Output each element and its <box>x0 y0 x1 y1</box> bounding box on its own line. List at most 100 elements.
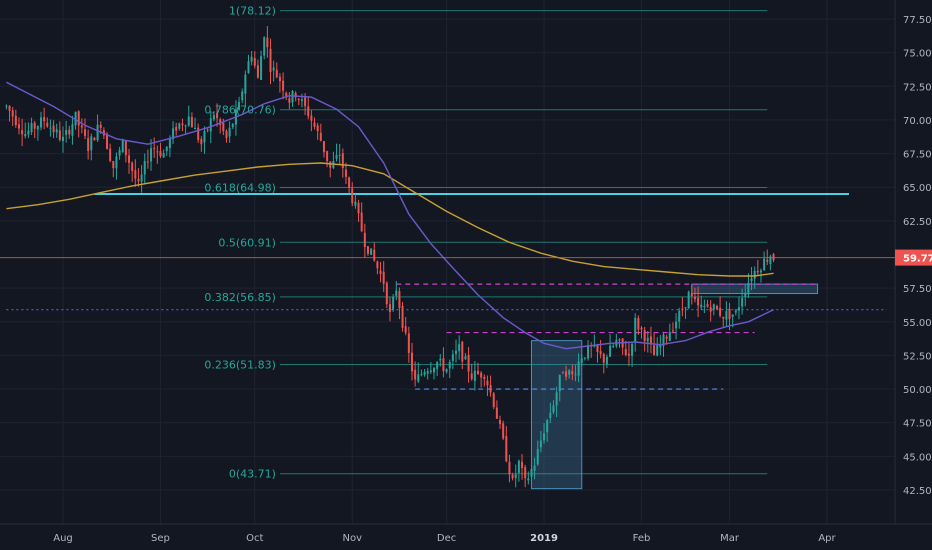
candle-body <box>486 380 489 386</box>
time-tick-label: Aug <box>53 533 73 544</box>
candle-body <box>36 126 39 130</box>
range-boxes[interactable] <box>530 283 819 490</box>
candle-body <box>5 105 8 107</box>
candle-body <box>43 117 46 122</box>
candle-body <box>687 291 690 309</box>
candle-body <box>690 293 693 297</box>
candle-body <box>530 468 533 477</box>
candle-body <box>499 420 502 425</box>
fib-level-label: 1(78.12) <box>229 5 276 18</box>
candle-body <box>219 119 222 125</box>
candle-body <box>256 65 259 78</box>
candle-body <box>194 127 197 130</box>
candle-body <box>263 37 266 56</box>
candle-body <box>348 177 351 188</box>
candle-body <box>750 278 753 281</box>
candle-body <box>178 123 181 129</box>
candle-body <box>640 327 643 330</box>
candle-body <box>552 405 555 413</box>
candle-body <box>511 474 514 479</box>
candle-body <box>712 304 715 310</box>
candle-body <box>728 308 731 320</box>
candle-body <box>605 356 608 365</box>
candle-body <box>715 305 718 310</box>
fib-level-label: 0.236(51.83) <box>204 358 276 371</box>
candle-body <box>697 297 700 306</box>
candle-body <box>370 248 373 255</box>
candle-body <box>39 117 42 128</box>
fib-level-label: 0.5(60.91) <box>218 236 276 249</box>
candle-body <box>109 148 112 161</box>
horizontal-lines[interactable] <box>6 192 887 390</box>
candle-body <box>351 188 354 204</box>
candle-body <box>662 334 665 346</box>
candle-body <box>731 314 734 317</box>
candle-body <box>388 304 391 312</box>
candle-body <box>458 344 461 352</box>
candle-body <box>489 384 492 393</box>
candle-body <box>445 369 448 373</box>
candle-body <box>703 305 706 307</box>
candle-body <box>200 139 203 145</box>
candle-body <box>376 261 379 269</box>
candle-body <box>153 148 156 150</box>
candle-body <box>93 137 96 141</box>
candle-body <box>759 270 762 273</box>
candle-body <box>624 349 627 355</box>
candle-body <box>329 161 332 168</box>
candle-body <box>52 125 55 133</box>
price-axis[interactable]: 77.50 75.00 72.50 70.00 67.50 65.00 62.50 57.50… <box>894 0 932 524</box>
candle-body <box>477 370 480 374</box>
candle-body <box>357 202 360 214</box>
candle-body <box>555 392 558 406</box>
candle-body <box>734 310 737 313</box>
candle-body <box>543 433 546 441</box>
ma-slow-line <box>6 162 774 277</box>
candle-body <box>744 292 747 297</box>
candle-body <box>618 339 621 341</box>
price-tick-label: 77.50 <box>903 15 932 26</box>
candle-body <box>467 354 470 372</box>
price-tick-label: 42.50 <box>903 486 932 497</box>
candle-body <box>115 156 118 169</box>
price-tick-label: 62.50 <box>903 217 932 228</box>
time-tick-label: Sep <box>151 533 170 544</box>
candle-body <box>426 371 429 374</box>
candle-body <box>505 436 508 462</box>
candle-body <box>216 113 219 119</box>
candle-body <box>21 130 24 135</box>
candle-body <box>568 370 571 375</box>
time-tick-label: Oct <box>246 533 263 544</box>
candle-body <box>395 290 398 297</box>
candle-body <box>546 420 549 433</box>
candle-body <box>448 361 451 369</box>
candle-body <box>612 345 615 347</box>
candle-body <box>407 333 410 353</box>
candle-body <box>168 138 171 149</box>
candle-body <box>539 440 542 448</box>
time-axis[interactable]: Aug Sep Oct Nov Dec 2019 Feb Mar Apr <box>0 523 932 544</box>
fib-retracement[interactable]: 1(78.12)0.786(70.76)0.618(64.98)0.5(60.9… <box>204 5 768 481</box>
candle-body <box>266 37 269 48</box>
candle-body <box>190 117 193 128</box>
candle-body <box>451 354 454 361</box>
candle-body <box>260 56 263 80</box>
candle-body <box>706 304 709 307</box>
time-tick-label: 2019 <box>530 533 558 544</box>
candle-body <box>583 357 586 359</box>
candle-body <box>146 161 149 163</box>
candle-body <box>250 56 253 62</box>
candle-body <box>656 345 659 356</box>
candle-body <box>322 141 325 153</box>
candle-body <box>159 151 162 157</box>
candle-body <box>763 258 766 271</box>
candle-body <box>241 91 244 101</box>
price-tick-label: 75.00 <box>903 49 932 60</box>
candle-body <box>634 317 637 343</box>
price-tick-label: 65.00 <box>903 183 932 194</box>
candle-body <box>8 106 11 111</box>
candle-body <box>231 124 234 128</box>
candle-body <box>549 412 552 419</box>
candle-body <box>181 123 184 125</box>
